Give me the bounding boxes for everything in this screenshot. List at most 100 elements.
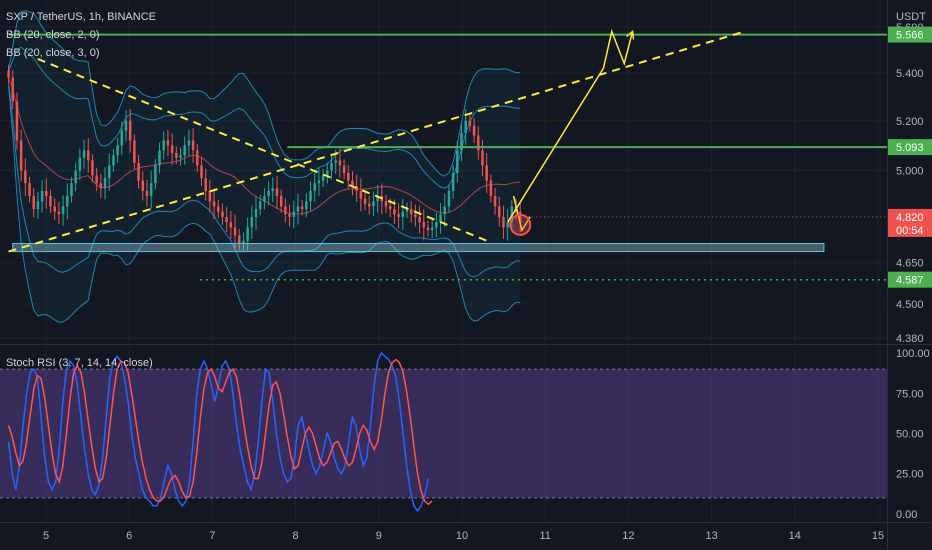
candle-body	[242, 240, 245, 244]
candle-body	[397, 214, 400, 217]
candle-body	[464, 120, 467, 134]
candle-body	[342, 165, 346, 173]
candle-body	[305, 201, 308, 210]
price-pane[interactable]	[0, 0, 887, 522]
candle-body	[451, 172, 455, 191]
candle-body	[166, 140, 170, 146]
candle-body	[321, 175, 325, 181]
candle-body	[250, 216, 254, 228]
candle-body	[388, 206, 392, 210]
candle-body	[120, 130, 124, 146]
trendline	[8, 30, 746, 253]
candle-body	[414, 214, 417, 217]
candle-body	[376, 196, 379, 202]
candle-body	[128, 120, 132, 141]
candle-body	[405, 209, 409, 212]
candle-body	[124, 120, 128, 131]
price-tag-label: 4.587	[896, 275, 924, 287]
candle-body	[217, 206, 220, 212]
candle-body	[208, 190, 212, 202]
price-tag	[888, 271, 932, 288]
candle-body	[309, 190, 312, 202]
candle-body	[233, 227, 237, 236]
candle-body	[70, 183, 73, 197]
candle-body	[116, 145, 119, 156]
stoch-rsi-legend[interactable]: Stoch RSI (3, 7, 14, 14, close)	[6, 357, 153, 369]
candle-body	[359, 190, 363, 199]
candle-body	[53, 206, 56, 212]
candle-body	[95, 175, 98, 184]
bb3-lower-line	[8, 86, 521, 323]
trendline	[37, 58, 488, 242]
candle-body	[170, 145, 174, 153]
currency-label: USDT	[896, 11, 926, 23]
candle-body	[158, 150, 161, 166]
candle-body	[372, 201, 375, 207]
candle-body	[355, 185, 358, 191]
candle-body	[11, 77, 15, 102]
time-tick-label: 5	[43, 530, 49, 542]
axes: 5.6005.4005.2005.0004.6504.5004.3805.566…	[43, 22, 932, 542]
price-tick-label: 5.400	[896, 68, 924, 80]
stoch-rsi-pane[interactable]	[0, 351, 887, 512]
candle-body	[187, 140, 191, 146]
countdown-label: 00:54	[896, 225, 924, 237]
candle-body	[7, 70, 10, 78]
candle-body	[141, 180, 145, 191]
candle-body	[284, 206, 287, 215]
candle-body	[288, 214, 291, 217]
candle-body	[19, 140, 23, 171]
candle-body	[493, 196, 497, 207]
candle-body	[456, 150, 459, 173]
candle-body	[443, 206, 447, 215]
candle-body	[57, 211, 61, 215]
candle-body	[112, 155, 115, 166]
candle-body	[36, 201, 40, 210]
bb-legend-2[interactable]: BB (20, close, 3, 0)	[6, 47, 100, 59]
candle-body	[363, 198, 367, 204]
time-tick-label: 8	[293, 530, 299, 542]
candle-body	[258, 201, 262, 210]
candle-body	[422, 222, 426, 228]
candle-body	[326, 170, 329, 176]
candle-body	[74, 170, 77, 184]
candle-body	[246, 227, 249, 241]
candle-body	[481, 150, 484, 166]
candle-body	[347, 172, 350, 181]
candle-body	[149, 183, 153, 197]
candle-body	[439, 214, 442, 223]
bb-legend-1[interactable]: BB (20, close, 2, 0)	[6, 29, 100, 41]
time-tick-label: 11	[539, 530, 550, 542]
candle-body	[296, 206, 300, 212]
candle-body	[28, 183, 31, 197]
candle-body	[221, 211, 224, 217]
candle-body	[430, 227, 434, 231]
candle-body	[86, 150, 90, 161]
time-tick-label: 14	[789, 530, 801, 542]
candle-body	[45, 190, 48, 197]
price-tick-label: 4.500	[896, 299, 924, 311]
support-zone	[12, 242, 825, 253]
time-tick-label: 9	[376, 530, 382, 542]
symbol-title[interactable]: SXP / TetherUS, 1h, BINANCE	[6, 11, 156, 23]
candle-body	[502, 216, 505, 228]
candle-body	[49, 196, 52, 207]
rsi-tick-label: 0.00	[896, 509, 917, 521]
candle-body	[137, 162, 140, 181]
candle-body	[196, 150, 199, 166]
candle-body	[133, 140, 136, 163]
candle-body	[468, 120, 472, 126]
candle-body	[426, 227, 430, 231]
candle-body	[351, 180, 354, 186]
candle-body	[15, 101, 19, 141]
price-tag-label: 4.820	[896, 212, 924, 224]
candle-body	[267, 190, 270, 197]
bb2-upper-line	[8, 46, 521, 189]
projection-arrowhead	[626, 29, 635, 40]
candle-body	[162, 140, 165, 151]
price-tick-label: 4.380	[896, 333, 924, 345]
candle-body	[61, 206, 65, 215]
candle-body	[317, 180, 321, 184]
price-tick-label: 4.650	[896, 257, 924, 269]
